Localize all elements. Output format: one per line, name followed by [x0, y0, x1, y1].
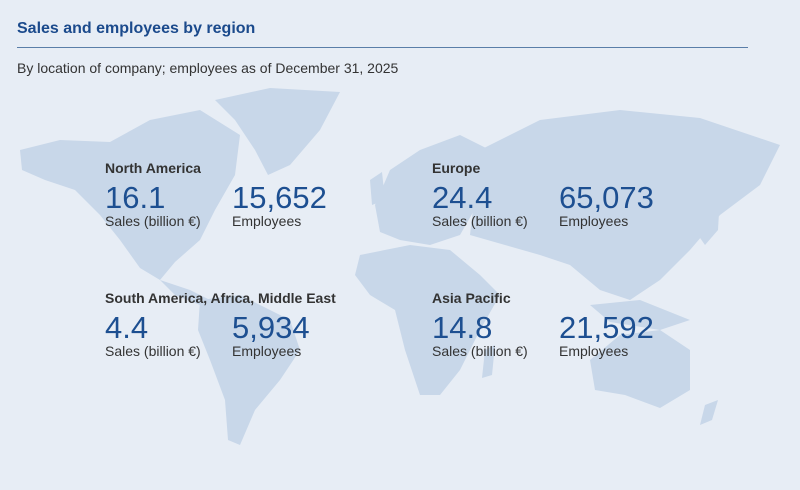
region-name: Europe	[432, 160, 481, 176]
sales-stat: 4.4 Sales (billion €)	[105, 310, 201, 359]
region-name: Asia Pacific	[432, 290, 511, 306]
sales-label: Sales (billion €)	[432, 213, 528, 229]
africa-shape	[355, 245, 500, 395]
central-america-shape	[160, 280, 210, 305]
sales-label: Sales (billion €)	[105, 213, 201, 229]
sales-value: 14.8	[432, 310, 493, 345]
page-title: Sales and employees by region	[17, 20, 256, 37]
japan-shape	[698, 195, 720, 245]
asia-shape	[470, 110, 780, 300]
europe-shape	[375, 135, 490, 245]
australia-shape	[590, 330, 690, 408]
employees-label: Employees	[232, 213, 302, 229]
employees-value: 21,592	[559, 310, 654, 345]
madagascar-shape	[482, 345, 495, 378]
employees-value: 65,073	[559, 180, 654, 215]
new-zealand-shape	[700, 400, 718, 425]
sales-stat: 16.1 Sales (billion €)	[105, 180, 201, 229]
indonesia-shape	[590, 300, 690, 330]
employees-label: Employees	[559, 213, 629, 229]
south-america-shape	[198, 295, 300, 445]
sales-stat: 14.8 Sales (billion €)	[432, 310, 528, 359]
sales-label: Sales (billion €)	[432, 343, 528, 359]
sales-stat: 24.4 Sales (billion €)	[432, 180, 528, 229]
employees-stat: 21,592 Employees	[559, 310, 654, 359]
employees-label: Employees	[559, 343, 629, 359]
sales-value: 16.1	[105, 180, 166, 215]
north-america-shape	[20, 110, 240, 280]
employees-value: 15,652	[232, 180, 327, 215]
employees-stat: 5,934 Employees	[232, 310, 310, 359]
employees-value: 5,934	[232, 310, 310, 345]
employees-stat: 65,073 Employees	[559, 180, 654, 229]
region-name: North America	[105, 160, 201, 176]
employees-stat: 15,652 Employees	[232, 180, 327, 229]
page-subtitle: By location of company; employees as of …	[17, 60, 399, 76]
sales-value: 24.4	[432, 180, 493, 215]
greenland-shape	[215, 88, 340, 175]
employees-label: Employees	[232, 343, 302, 359]
sales-label: Sales (billion €)	[105, 343, 201, 359]
title-divider	[17, 47, 748, 48]
region-name: South America, Africa, Middle East	[105, 290, 336, 306]
sales-value: 4.4	[105, 310, 149, 345]
uk-shape	[370, 172, 385, 205]
